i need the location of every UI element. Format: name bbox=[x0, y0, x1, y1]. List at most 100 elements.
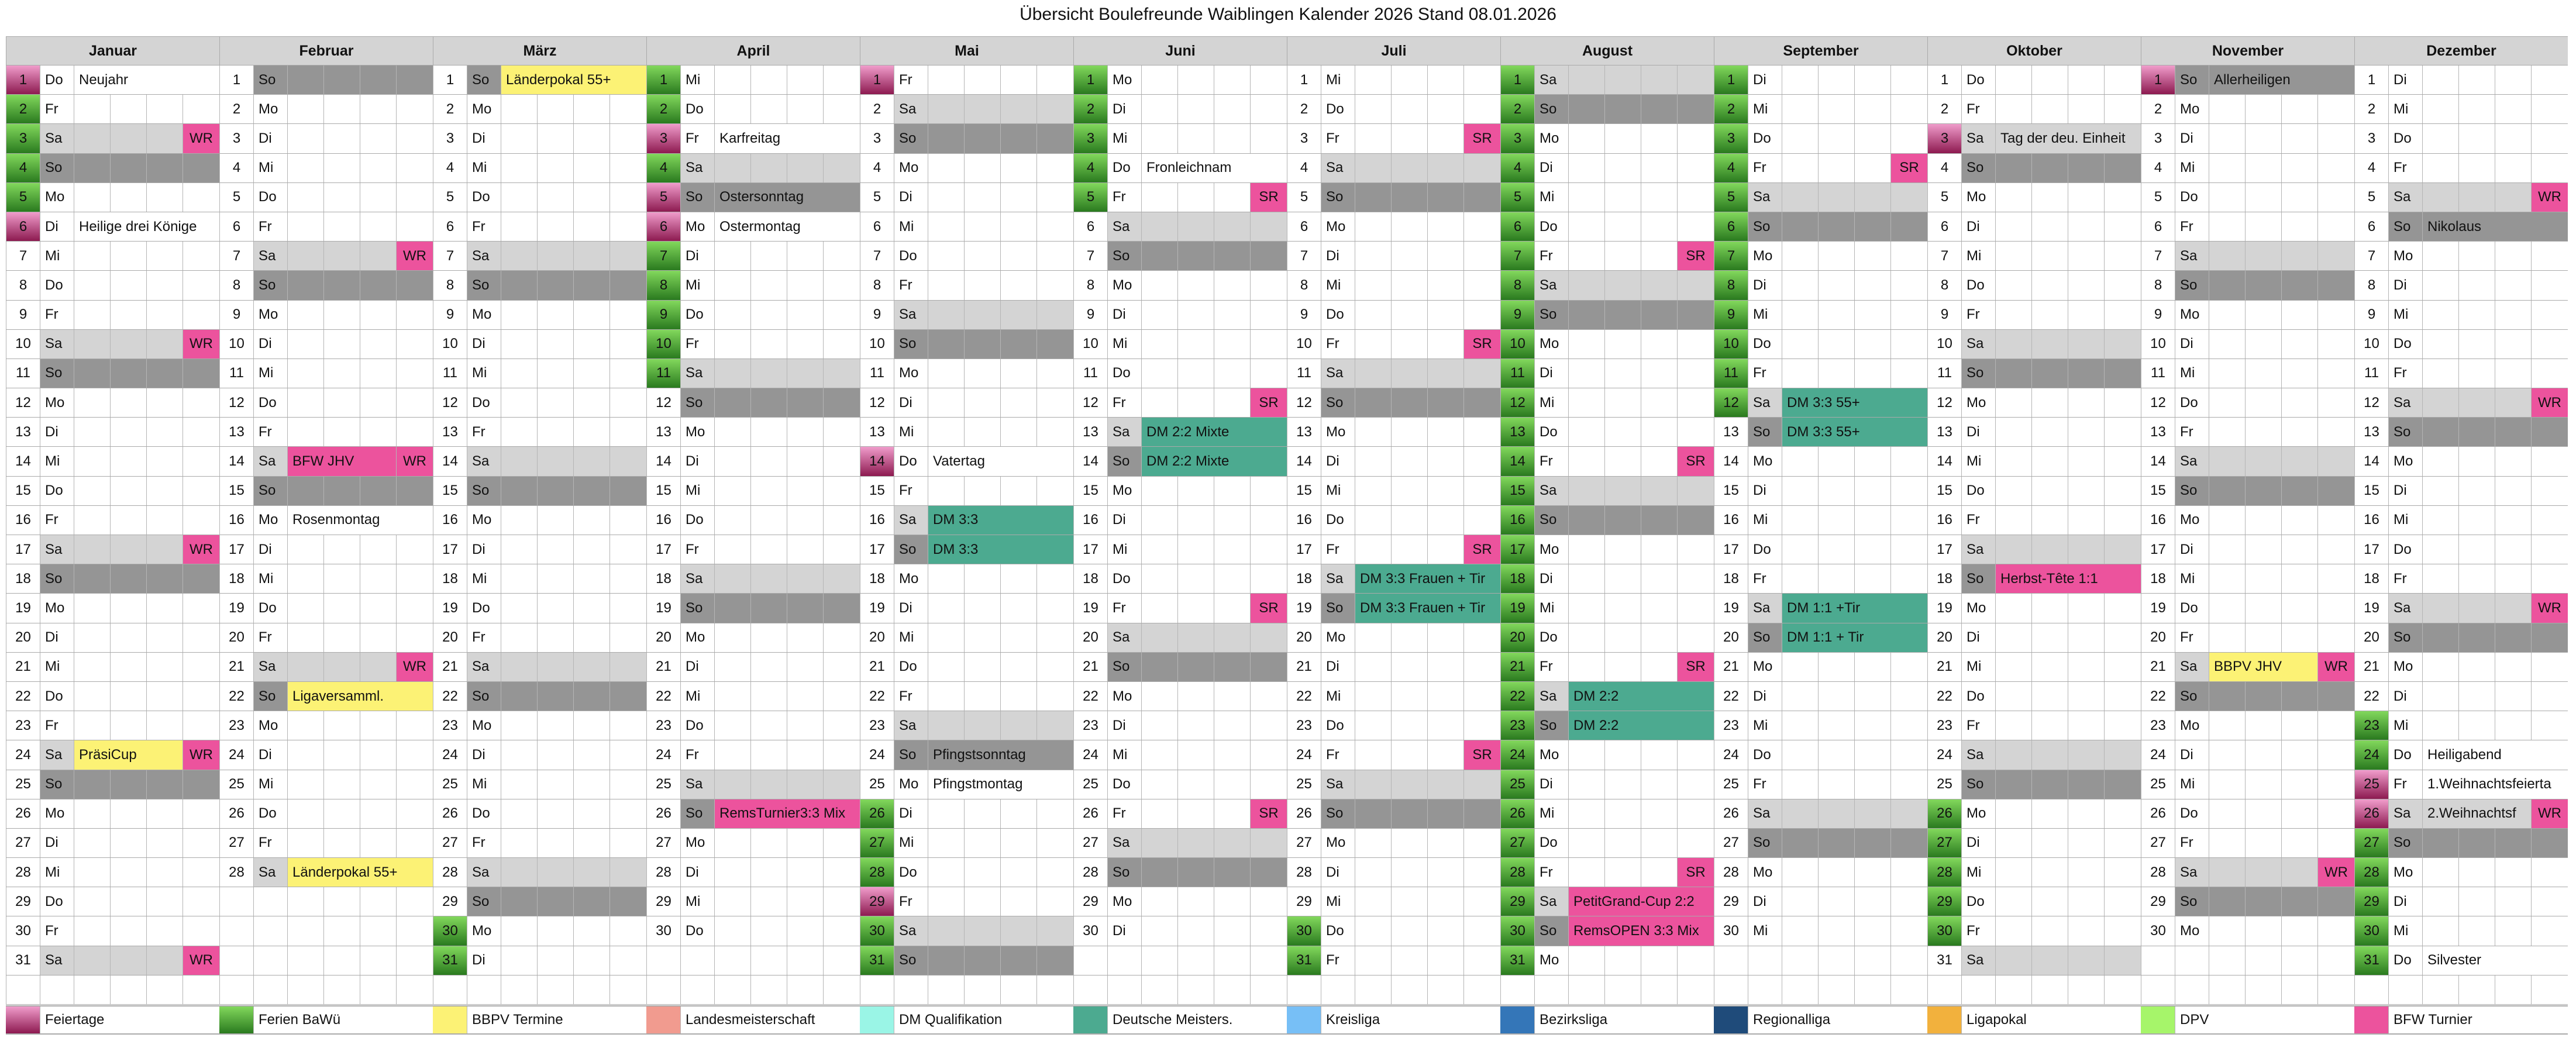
day-number[interactable]: 3 bbox=[433, 124, 467, 153]
day-number[interactable]: 12 bbox=[860, 388, 894, 418]
empty-cell[interactable] bbox=[2495, 887, 2531, 916]
day-number[interactable]: 3 bbox=[6, 124, 40, 153]
empty-cell[interactable] bbox=[1854, 212, 1890, 242]
empty-cell[interactable] bbox=[609, 95, 646, 124]
empty-cell[interactable] bbox=[1854, 711, 1890, 740]
empty-cell[interactable] bbox=[823, 95, 860, 124]
day-number[interactable]: 6 bbox=[1073, 212, 1107, 242]
day-number[interactable]: 18 bbox=[1714, 564, 1748, 594]
empty-cell[interactable] bbox=[1568, 476, 1604, 505]
empty-cell[interactable] bbox=[750, 564, 787, 594]
empty-cell[interactable] bbox=[323, 418, 360, 447]
empty-cell[interactable] bbox=[396, 212, 433, 242]
empty-cell[interactable] bbox=[110, 271, 146, 300]
empty-cell[interactable] bbox=[1000, 95, 1036, 124]
empty-cell[interactable] bbox=[2495, 66, 2531, 95]
empty-cell[interactable] bbox=[714, 242, 750, 271]
empty-cell[interactable] bbox=[1391, 623, 1427, 652]
empty-cell[interactable] bbox=[74, 564, 110, 594]
empty-cell[interactable] bbox=[74, 799, 110, 828]
tag-badge-sr[interactable]: SR bbox=[1463, 124, 1500, 153]
day-number[interactable]: 21 bbox=[433, 652, 467, 681]
empty-cell[interactable] bbox=[1000, 242, 1036, 271]
day-number[interactable]: 31 bbox=[1500, 946, 1534, 975]
empty-cell[interactable] bbox=[2245, 740, 2281, 770]
empty-cell[interactable] bbox=[2495, 711, 2531, 740]
empty-cell[interactable] bbox=[1141, 623, 1177, 652]
empty-cell[interactable] bbox=[714, 329, 750, 359]
empty-cell[interactable] bbox=[1818, 740, 1854, 770]
empty-cell[interactable] bbox=[74, 770, 110, 799]
empty-cell[interactable] bbox=[1177, 770, 1214, 799]
event-cell[interactable]: DM 2:2 Mixte bbox=[1141, 447, 1287, 476]
empty-cell[interactable] bbox=[1568, 652, 1604, 681]
empty-cell[interactable] bbox=[1177, 740, 1214, 770]
empty-cell[interactable] bbox=[323, 887, 360, 916]
empty-cell[interactable] bbox=[537, 300, 573, 329]
day-number[interactable]: 15 bbox=[2141, 476, 2175, 505]
empty-cell[interactable] bbox=[750, 623, 787, 652]
empty-cell[interactable] bbox=[182, 916, 219, 946]
day-number[interactable]: 7 bbox=[1714, 242, 1748, 271]
empty-cell[interactable] bbox=[2281, 946, 2317, 975]
empty-cell[interactable] bbox=[74, 711, 110, 740]
empty-cell[interactable] bbox=[2422, 447, 2458, 476]
empty-cell[interactable] bbox=[609, 329, 646, 359]
day-number[interactable]: 12 bbox=[1287, 388, 1321, 418]
tag-badge-sr[interactable]: SR bbox=[1463, 740, 1500, 770]
tag-badge-wr[interactable]: WR bbox=[182, 535, 219, 564]
day-number[interactable]: 3 bbox=[1714, 124, 1748, 153]
empty-cell[interactable] bbox=[1250, 652, 1287, 681]
tag-badge-sr[interactable]: SR bbox=[1677, 447, 1714, 476]
empty-cell[interactable] bbox=[360, 388, 396, 418]
empty-cell[interactable] bbox=[1141, 828, 1177, 858]
empty-cell[interactable] bbox=[2422, 300, 2458, 329]
empty-cell[interactable] bbox=[537, 594, 573, 623]
empty-cell[interactable] bbox=[2422, 711, 2458, 740]
empty-cell[interactable] bbox=[360, 182, 396, 212]
empty-cell[interactable] bbox=[1427, 300, 1463, 329]
empty-cell[interactable] bbox=[396, 535, 433, 564]
day-number[interactable]: 24 bbox=[1500, 740, 1534, 770]
empty-cell[interactable] bbox=[928, 799, 964, 828]
empty-cell[interactable] bbox=[1177, 975, 1214, 1004]
empty-cell[interactable] bbox=[609, 916, 646, 946]
empty-cell[interactable] bbox=[1141, 535, 1177, 564]
empty-cell[interactable] bbox=[823, 711, 860, 740]
empty-cell[interactable] bbox=[2031, 594, 2068, 623]
empty-cell[interactable] bbox=[2068, 711, 2104, 740]
empty-cell[interactable] bbox=[1427, 505, 1463, 535]
empty-cell[interactable] bbox=[1854, 535, 1890, 564]
empty-cell[interactable] bbox=[787, 681, 823, 711]
day-number[interactable]: 31 bbox=[860, 946, 894, 975]
empty-cell[interactable] bbox=[1000, 623, 1036, 652]
empty-cell[interactable] bbox=[1250, 359, 1287, 388]
empty-cell[interactable] bbox=[609, 476, 646, 505]
empty-cell[interactable] bbox=[1677, 300, 1714, 329]
empty-cell[interactable] bbox=[1995, 505, 2031, 535]
empty-cell[interactable] bbox=[1177, 359, 1214, 388]
empty-cell[interactable] bbox=[2245, 681, 2281, 711]
empty-cell[interactable] bbox=[2281, 623, 2317, 652]
empty-cell[interactable] bbox=[182, 711, 219, 740]
empty-cell[interactable] bbox=[1568, 153, 1604, 182]
empty-cell[interactable] bbox=[2068, 388, 2104, 418]
empty-cell[interactable] bbox=[1355, 182, 1391, 212]
empty-cell[interactable] bbox=[1214, 212, 1250, 242]
empty-cell[interactable] bbox=[1677, 799, 1714, 828]
empty-cell[interactable] bbox=[110, 329, 146, 359]
day-number[interactable]: 14 bbox=[2141, 447, 2175, 476]
day-number[interactable]: 20 bbox=[2354, 623, 2388, 652]
empty-cell[interactable] bbox=[287, 564, 323, 594]
day-number[interactable]: 16 bbox=[1927, 505, 1961, 535]
empty-cell[interactable] bbox=[360, 95, 396, 124]
empty-cell[interactable] bbox=[1854, 887, 1890, 916]
day-number[interactable]: 8 bbox=[1073, 271, 1107, 300]
empty-cell[interactable] bbox=[2531, 681, 2568, 711]
empty-cell[interactable] bbox=[287, 594, 323, 623]
empty-cell[interactable] bbox=[2031, 711, 2068, 740]
empty-cell[interactable] bbox=[609, 124, 646, 153]
empty-cell[interactable] bbox=[74, 505, 110, 535]
day-number[interactable]: 14 bbox=[1287, 447, 1321, 476]
empty-cell[interactable] bbox=[2068, 946, 2104, 975]
